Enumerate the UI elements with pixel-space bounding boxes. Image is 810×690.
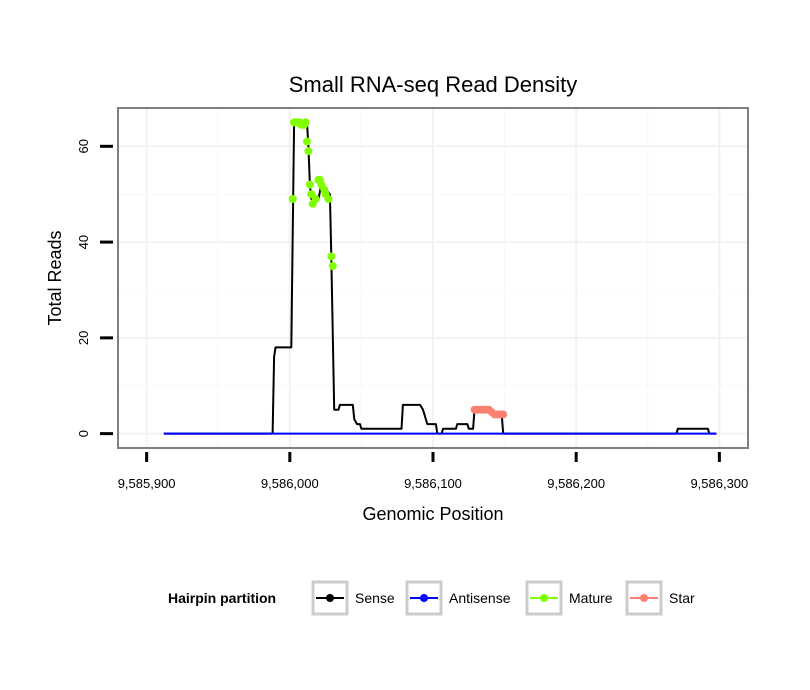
data-point-mature bbox=[288, 194, 297, 203]
x-axis-title: Genomic Position bbox=[362, 504, 503, 524]
data-point-mature bbox=[311, 194, 320, 203]
legend-point-sense bbox=[326, 594, 334, 602]
x-tick-label: 9,586,200 bbox=[547, 476, 605, 491]
legend-title: Hairpin partition bbox=[168, 590, 276, 606]
data-point-mature bbox=[304, 147, 313, 156]
y-tick-label: 0 bbox=[76, 430, 91, 437]
data-point-mature bbox=[305, 180, 314, 189]
legend-point-star bbox=[640, 594, 648, 602]
y-tick-label: 60 bbox=[76, 139, 91, 153]
legend-point-mature bbox=[540, 594, 548, 602]
data-point-mature bbox=[301, 118, 310, 127]
data-point-star bbox=[499, 410, 508, 419]
data-point-mature bbox=[303, 137, 311, 146]
data-point-mature bbox=[324, 194, 333, 203]
series-layer bbox=[163, 118, 717, 435]
y-axis: 0 20 40 60 bbox=[76, 139, 113, 437]
y-tick-label: 40 bbox=[76, 235, 91, 249]
data-point-mature bbox=[328, 262, 337, 271]
legend-label-sense: Sense bbox=[355, 590, 395, 606]
y-axis-title: Total Reads bbox=[45, 230, 65, 325]
legend-label-star: Star bbox=[669, 590, 695, 606]
x-tick-label: 9,586,300 bbox=[690, 476, 748, 491]
x-tick-label: 9,586,000 bbox=[261, 476, 319, 491]
legend: Hairpin partition Sense Antisense Mature St… bbox=[168, 580, 695, 616]
y-tick-label: 20 bbox=[76, 331, 91, 345]
legend-point-antisense bbox=[420, 594, 428, 602]
legend-label-antisense: Antisense bbox=[449, 590, 511, 606]
data-point-mature bbox=[327, 252, 336, 261]
x-tick-label: 9,585,900 bbox=[118, 476, 176, 491]
x-tick-label: 9,586,100 bbox=[404, 476, 462, 491]
x-axis: 9,585,900 9,586,000 9,586,100 9,586,200 9,58… bbox=[118, 452, 748, 491]
chart-title: Small RNA-seq Read Density bbox=[289, 72, 578, 97]
legend-label-mature: Mature bbox=[569, 590, 613, 606]
